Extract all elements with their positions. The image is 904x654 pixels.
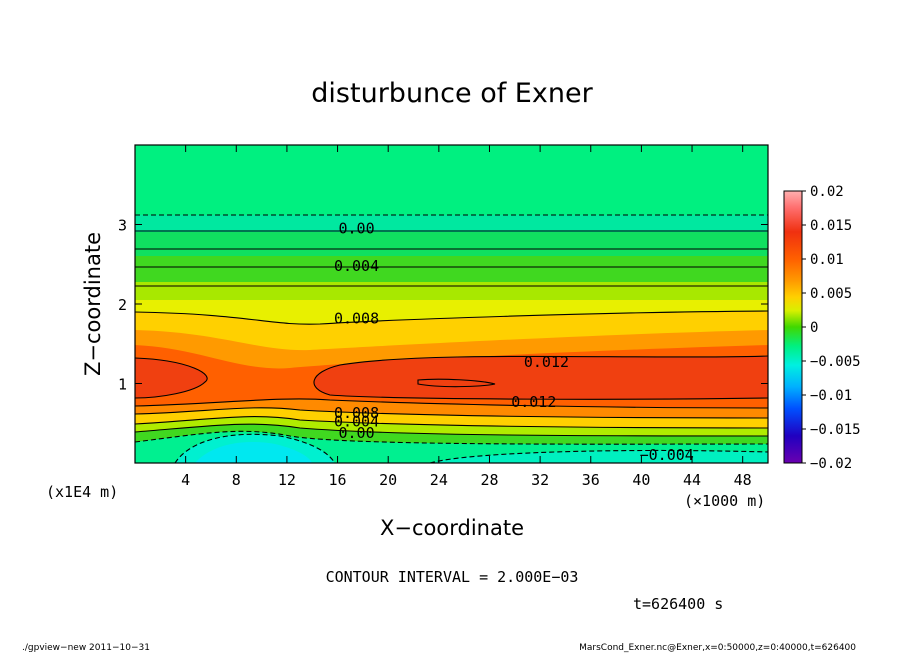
footer-left: ./gpview−new 2011−10−31 — [22, 643, 150, 653]
y-unit-label: (x1E4 m) — [46, 483, 118, 501]
y-tick-label: 3 — [118, 217, 127, 235]
contour-line — [135, 423, 768, 437]
contour-interval: CONTOUR INTERVAL = 2.000E−03 — [326, 568, 579, 586]
x-tick-label: 32 — [531, 471, 549, 489]
contour-label: 0.008 — [334, 404, 379, 422]
x-tick-label: 8 — [232, 471, 241, 489]
contour-label: −0.004 — [640, 446, 694, 464]
field-band — [313, 356, 768, 400]
field-band — [135, 358, 208, 398]
colorbar-tick-label: 0.01 — [810, 252, 844, 268]
colorbar-tick-label: 0 — [810, 320, 818, 336]
x-tick-label: 24 — [430, 471, 448, 489]
contour-label: 0.004 — [334, 413, 379, 431]
x-tick-label: 12 — [278, 471, 296, 489]
x-axis-label: X−coordinate — [380, 516, 524, 540]
x-tick-label: 20 — [379, 471, 397, 489]
x-tick-label: 4 — [181, 471, 190, 489]
colorbar-tick-label: 0.015 — [810, 218, 852, 234]
contour-labels: 0.000.0040.0080.0120.0120.0080.0040.00−0… — [334, 219, 694, 464]
contour-line — [313, 355, 768, 400]
colorbar — [783, 190, 803, 464]
time-label: t=626400 s — [633, 595, 723, 613]
contour-label: 0.012 — [511, 393, 556, 411]
contour-line — [135, 357, 208, 399]
x-tick-label: 16 — [329, 471, 347, 489]
x-tick-label: 48 — [734, 471, 752, 489]
contour-line — [135, 310, 768, 325]
field-bands — [135, 215, 768, 463]
contour-line — [135, 407, 768, 419]
y-tick-label: 1 — [118, 376, 127, 394]
colorbar-tick-label: −0.01 — [810, 388, 852, 404]
contour-lines — [135, 214, 768, 463]
chart-title: disturbunce of Exner — [311, 78, 593, 109]
x-axis-ticks: 4 8 12 16 20 24 28 32 36 40 44 48 — [181, 145, 752, 489]
colorbar-tick-label: −0.015 — [810, 422, 861, 438]
x-unit-label: (×1000 m) — [684, 492, 765, 510]
y-axis-ticks: 1 2 3 — [118, 217, 768, 394]
contour-line-negative — [174, 433, 336, 463]
contour-label: 0.012 — [524, 353, 569, 371]
colorbar-tick-label: 0.02 — [810, 184, 844, 200]
contour-line-negative — [429, 449, 768, 463]
x-tick-label: 40 — [632, 471, 650, 489]
x-tick-label: 44 — [683, 471, 701, 489]
contour-label: 0.004 — [334, 257, 379, 275]
contour-label: 0.00 — [338, 424, 374, 442]
x-tick-label: 36 — [582, 471, 600, 489]
colorbar-ticks: 0.02 0.015 0.01 0.005 0 −0.005 −0.01 −0.015 −0.0… — [802, 184, 861, 472]
contour-line — [417, 378, 496, 388]
contour-line — [135, 416, 768, 429]
field-band — [430, 450, 768, 463]
footer-right: MarsCond_Exner.nc@Exner,x=0:50000,z=0:40… — [579, 643, 856, 653]
contour-line — [135, 398, 768, 409]
plot-area — [135, 145, 768, 463]
field-band — [195, 442, 312, 463]
contour-line-negative — [135, 430, 768, 445]
x-tick-label: 28 — [480, 471, 498, 489]
contour-label: 0.008 — [334, 309, 379, 327]
y-tick-label: 2 — [118, 296, 127, 314]
contour-label: 0.00 — [338, 219, 374, 237]
colorbar-tick-label: 0.005 — [810, 286, 852, 302]
colorbar-tick-label: −0.02 — [810, 456, 852, 472]
y-axis-label: Z−coordinate — [81, 232, 105, 376]
colorbar-tick-label: −0.005 — [810, 354, 861, 370]
